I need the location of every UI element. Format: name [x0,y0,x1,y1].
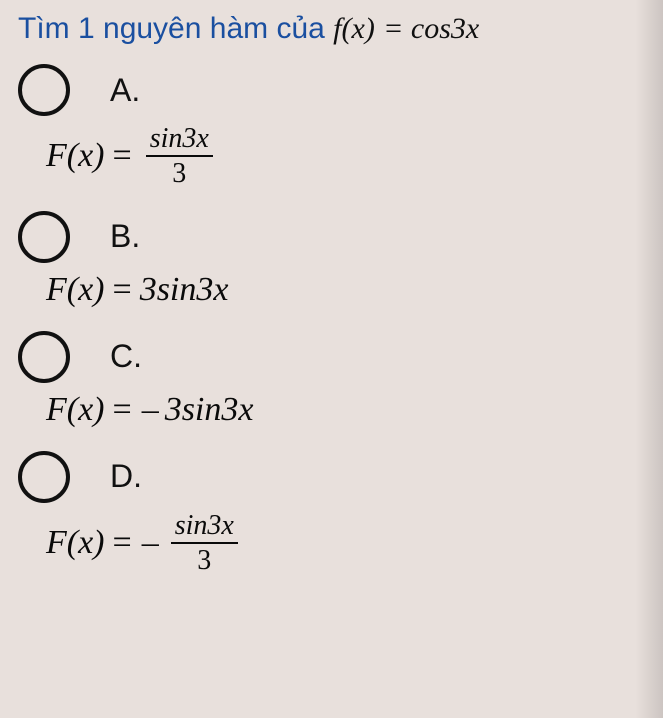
option-a-lhs: F(x) [46,137,105,175]
option-a-row[interactable]: A. [18,64,645,116]
question-lead: Tìm 1 nguyên hàm của [18,12,333,45]
question-eq: = [383,12,411,45]
option-c-eq: = [113,391,132,429]
question-text: Tìm 1 nguyên hàm của f(x) = cos3x [18,12,645,46]
radio-a[interactable] [18,64,70,116]
option-c: C. F(x) = – 3sin3x [18,331,645,429]
option-a-letter: A. [110,72,140,109]
option-b-coef: 3 [140,271,157,309]
option-d-minus: – [142,524,159,562]
option-d-row[interactable]: D. [18,451,645,503]
radio-d[interactable] [18,451,70,503]
radio-c[interactable] [18,331,70,383]
option-b-formula: F(x) = 3sin3x [18,271,645,309]
option-d-lhs: F(x) [46,524,105,562]
option-c-sin: sin [182,391,222,429]
option-d-fraction: sin3x 3 [171,511,238,576]
option-a-fraction: sin3x 3 [146,124,213,189]
option-c-lhs: F(x) [46,391,105,429]
question-func-rhs-cos: cos3x [411,12,479,45]
option-d: D. F(x) = – sin3x 3 [18,451,645,576]
option-a-formula: F(x) = sin3x 3 [18,124,645,189]
option-b-lhs: F(x) [46,271,105,309]
option-d-eq: = [113,524,132,562]
option-c-formula: F(x) = – 3sin3x [18,391,645,429]
option-b-letter: B. [110,218,140,255]
option-d-den: 3 [197,544,211,575]
option-d-letter: D. [110,458,142,495]
option-c-arg: 3x [221,391,253,429]
page: Tìm 1 nguyên hàm của f(x) = cos3x A. F(x… [0,0,663,718]
option-d-formula: F(x) = – sin3x 3 [18,511,645,576]
option-a-num: sin3x [146,124,213,157]
option-a-eq: = [113,137,132,175]
option-d-num: sin3x [171,511,238,544]
option-c-coef: 3 [165,391,182,429]
option-b-arg: 3x [196,271,228,309]
option-b: B. F(x) = 3sin3x [18,211,645,309]
option-a-den: 3 [172,157,186,188]
option-c-letter: C. [110,338,142,375]
option-b-row[interactable]: B. [18,211,645,263]
option-b-eq: = [113,271,132,309]
question-func-lhs: f(x) [333,12,375,45]
option-b-sin: sin [157,271,197,309]
radio-b[interactable] [18,211,70,263]
option-c-row[interactable]: C. [18,331,645,383]
option-c-minus: – [142,391,159,429]
option-a: A. F(x) = sin3x 3 [18,64,645,189]
